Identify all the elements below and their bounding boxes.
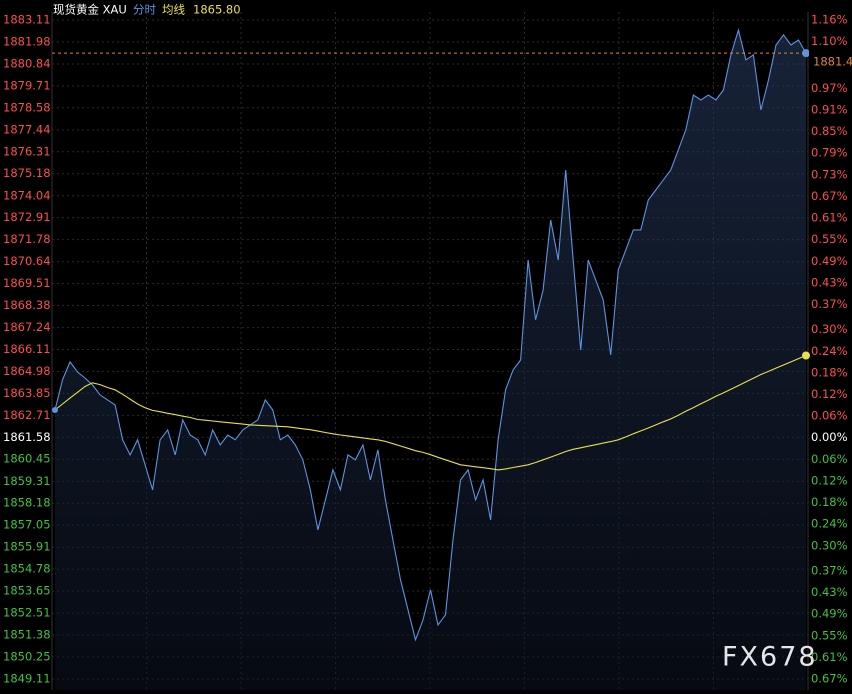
y-tick-label: 1855.91 [3, 540, 51, 554]
y-tick-label: 1875.18 [3, 166, 51, 180]
y-tick-label: 1854.78 [3, 562, 51, 576]
y2-tick-label: 0.37% [811, 563, 848, 577]
y-tick-label: 1883.11 [3, 13, 51, 27]
y2-tick-label: 0.24% [811, 344, 848, 358]
y2-tick-label: 0.30% [811, 322, 848, 336]
y2-tick-label: 0.55% [811, 628, 848, 642]
y2-tick-label: 0.55% [811, 232, 848, 246]
y-tick-label: 1866.11 [3, 342, 51, 356]
y2-tick-label: 0.61% [811, 211, 848, 225]
y2-tick-label: 1.16% [811, 13, 848, 27]
y2-tick-label: 0.49% [811, 607, 848, 621]
y2-tick-label: 0.91% [811, 103, 848, 117]
y-tick-label: 1851.38 [3, 628, 51, 642]
y2-tick-label: 0.73% [811, 167, 848, 181]
y2-tick-label: 0.37% [811, 297, 848, 311]
y-tick-label: 1849.11 [3, 672, 51, 686]
y2-tick-label: 0.06% [811, 409, 848, 423]
y-tick-label: 1867.24 [3, 320, 51, 334]
y2-tick-label: 0.79% [811, 146, 848, 160]
y-tick-label: 1871.78 [3, 232, 51, 246]
y-tick-label: 1877.44 [3, 122, 51, 136]
y-tick-label: 1876.31 [3, 144, 51, 158]
y2-tick-label: 0.18% [811, 365, 848, 379]
y-tick-label: 1874.04 [3, 188, 51, 202]
end-dot [802, 351, 810, 360]
y2-tick-label: 1.10% [811, 34, 848, 48]
y-tick-label: 1864.98 [3, 364, 51, 378]
start-dot [52, 406, 58, 413]
price-line [54, 28, 807, 642]
y-tick-label: 1853.65 [3, 584, 51, 598]
y2-tick-label: 0.85% [811, 124, 848, 138]
y2-tick-label: 0.30% [811, 538, 848, 552]
y-tick-label: 1858.18 [3, 496, 51, 510]
y-tick-label: 1872.91 [3, 210, 51, 224]
y2-tick-label: 0.43% [811, 585, 848, 599]
average-line [54, 354, 807, 471]
y2-tick-label: 0.67% [811, 189, 848, 203]
y-tick-label: 1881.98 [3, 34, 51, 48]
y-tick-label: 1860.45 [3, 452, 51, 466]
ma-value: 1865.80 [193, 3, 241, 17]
y-tick-label: 1863.85 [3, 386, 51, 400]
mode-label[interactable]: 分时 [133, 3, 156, 17]
y-tick-label: 1869.51 [3, 276, 51, 290]
y-tick-label: 1879.71 [3, 78, 51, 92]
y-tick-label: 1850.25 [3, 649, 51, 663]
y-tick-label: 1859.31 [3, 474, 51, 488]
y-tick-label: 1878.58 [3, 100, 51, 114]
y2-tick-label: 0.18% [811, 495, 848, 509]
end-dot [802, 49, 810, 58]
y2-tick-label: 0.61% [811, 650, 848, 664]
y2-tick-label: 0.49% [811, 254, 848, 268]
price-tag: 1881.4 [813, 55, 852, 69]
y-tick-label: 1857.05 [3, 518, 51, 532]
y2-tick-label: 0.12% [811, 473, 848, 487]
y2-tick-label: 0.97% [811, 81, 848, 95]
y-tick-label: 1861.58 [3, 430, 51, 444]
y2-tick-label: 0.24% [811, 517, 848, 531]
price-area [55, 30, 806, 691]
chart-title: 现货黄金 XAU [53, 3, 127, 17]
y2-tick-label: 0.67% [811, 672, 848, 686]
y-tick-label: 1870.64 [3, 254, 51, 268]
y-tick-label: 1868.38 [3, 298, 51, 312]
y2-tick-label: 0.12% [811, 387, 848, 401]
y2-tick-label: 0.43% [811, 275, 848, 289]
price-tag-bg [809, 45, 852, 62]
y2-tick-label: 0.00% [811, 430, 848, 444]
watermark: FX678 [722, 642, 818, 673]
y-tick-label: 1852.51 [3, 606, 51, 620]
y-tick-label: 1862.71 [3, 408, 51, 422]
legend-entry: 均线 [162, 3, 185, 17]
y2-tick-label: 0.06% [811, 452, 848, 466]
y-tick-label: 1880.84 [3, 56, 51, 70]
